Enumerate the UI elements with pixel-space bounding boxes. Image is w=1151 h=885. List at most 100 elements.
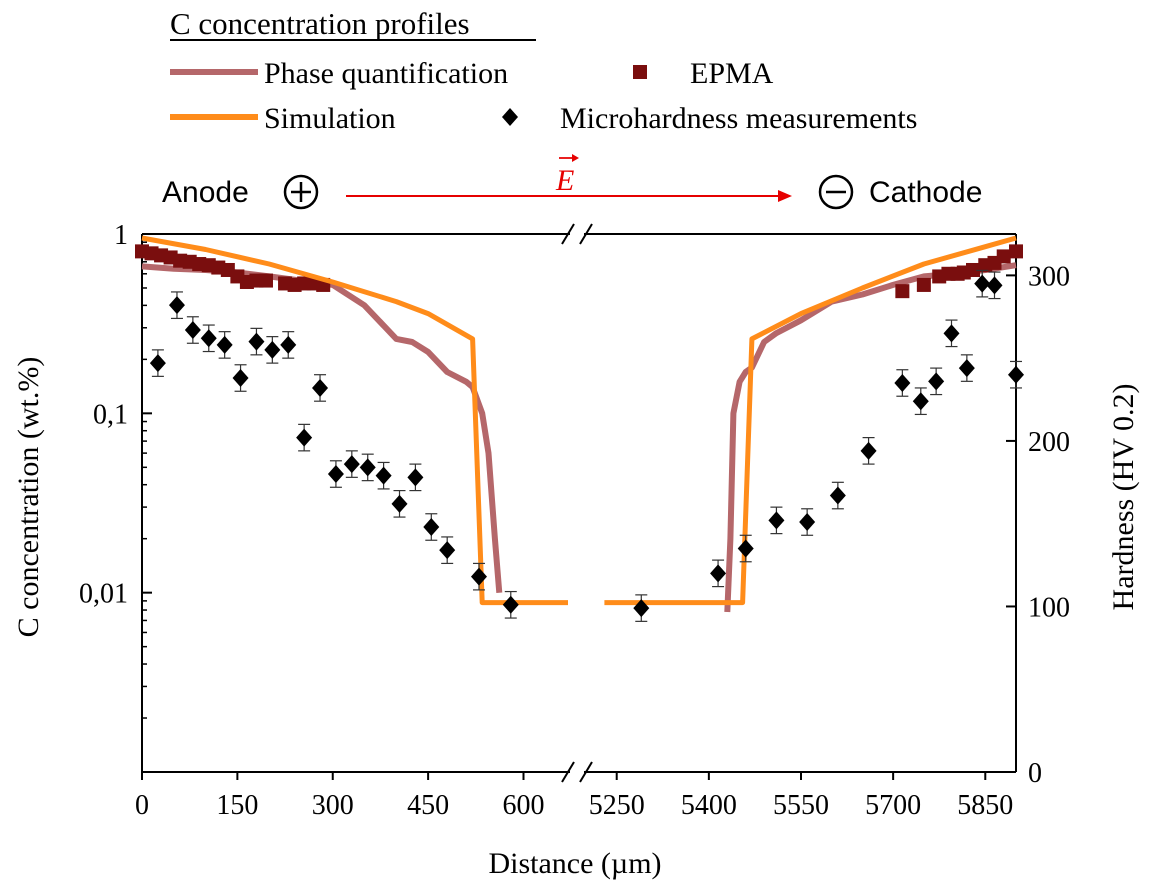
x-tick-label: 5550 xyxy=(773,790,829,821)
microhardness-point xyxy=(248,327,265,356)
microhardness-point xyxy=(1008,360,1024,389)
microhardness-diamond xyxy=(264,340,281,359)
microhardness-point xyxy=(439,536,456,565)
microhardness-diamond xyxy=(149,354,166,373)
x-tick-label: 150 xyxy=(216,790,258,821)
microhardness-point xyxy=(974,269,991,298)
simulation-line xyxy=(604,235,1017,606)
microhardness-point xyxy=(264,336,281,364)
microhardness-point xyxy=(280,331,297,359)
microhardness-point xyxy=(986,271,1003,300)
microhardness-diamond xyxy=(470,567,487,586)
microhardness-diamond xyxy=(391,494,408,513)
microhardness-point xyxy=(375,461,392,490)
microhardness-diamond xyxy=(312,378,329,397)
microhardness-point xyxy=(407,463,424,492)
legend-item: Microhardness measurements xyxy=(502,102,917,135)
microhardness-diamond xyxy=(232,369,249,388)
epma-point xyxy=(258,273,273,288)
microhardness-diamond xyxy=(248,332,265,351)
anode-label: Anode xyxy=(162,176,249,209)
x-tick-label: 300 xyxy=(312,790,354,821)
microhardness-point xyxy=(912,387,929,416)
y-right-tick-label: 100 xyxy=(1028,592,1070,623)
axis-break-mark xyxy=(561,223,575,245)
y-left-tick-label: 0,1 xyxy=(93,399,128,430)
axis-break-mark xyxy=(579,223,593,245)
microhardness-diamond xyxy=(184,321,201,340)
microhardness-point xyxy=(894,369,911,397)
microhardness-diamond xyxy=(737,539,754,558)
microhardness-point xyxy=(633,594,650,622)
legend-swatch xyxy=(633,65,647,79)
microhardness-diamond xyxy=(829,486,846,505)
field-vector-arrow xyxy=(559,154,579,162)
axis-break-mark xyxy=(561,761,575,783)
microhardness-diamond xyxy=(710,564,727,583)
microhardness-point xyxy=(943,319,960,348)
microhardness-point xyxy=(928,367,945,396)
x-tick-label: 5850 xyxy=(957,790,1013,821)
legend-label: Microhardness measurements xyxy=(560,102,917,135)
epma-point xyxy=(966,262,980,277)
microhardness-point xyxy=(860,437,877,465)
microhardness-diamond xyxy=(343,455,360,474)
microhardness-diamond xyxy=(200,329,217,348)
legend-swatch xyxy=(502,108,518,126)
microhardness-point xyxy=(232,364,249,392)
x-axis-label: Distance (µm) xyxy=(488,847,661,880)
legend-label: EPMA xyxy=(690,57,774,90)
plus-icon xyxy=(283,174,319,210)
microhardness-point xyxy=(391,489,408,518)
y-axis-left-label: C concentration (wt.%) xyxy=(12,357,45,638)
microhardness-diamond xyxy=(958,359,975,378)
microhardness-point xyxy=(312,374,329,402)
microhardness-point xyxy=(799,508,816,536)
microhardness-diamond xyxy=(439,541,456,560)
x-tick-label: 600 xyxy=(502,790,544,821)
field-arrow xyxy=(346,190,792,202)
y-right-tick-label: 300 xyxy=(1028,261,1070,292)
microhardness-point xyxy=(200,324,217,353)
microhardness-diamond xyxy=(894,373,911,392)
legend: Phase quantification EPMA Simulation Microh… xyxy=(170,57,917,135)
microhardness-diamond xyxy=(168,296,185,315)
microhardness-point xyxy=(343,450,360,478)
minus-icon xyxy=(818,174,854,210)
microhardness-point xyxy=(768,506,785,535)
microhardness-diamond xyxy=(860,441,877,460)
field-label: E xyxy=(555,164,574,197)
plot-area: 0 150 300 450 600 5250 5400 5550 5700 5850 1 0,1 0,0… xyxy=(79,220,1070,821)
microhardness-point xyxy=(359,453,376,482)
x-tick-label: 0 xyxy=(135,790,149,821)
microhardness-point xyxy=(470,562,487,591)
microhardness-diamond xyxy=(974,274,991,293)
microhardness-point xyxy=(168,291,185,320)
microhardness-point xyxy=(737,534,754,563)
cathode-label: Cathode xyxy=(869,176,982,209)
x-tick-label: 5700 xyxy=(865,790,921,821)
x-tick-label: 450 xyxy=(407,790,449,821)
legend-item: Phase quantification xyxy=(170,57,508,90)
legend-label: Simulation xyxy=(264,102,396,135)
microhardness-diamond xyxy=(423,518,440,537)
x-tick-label: 5250 xyxy=(589,790,645,821)
microhardness-diamond xyxy=(502,595,519,614)
microhardness-diamond xyxy=(359,458,376,477)
microhardness-diamond xyxy=(216,335,233,354)
epma-point xyxy=(916,277,931,292)
axis-break-mark xyxy=(579,761,593,783)
microhardness-diamond xyxy=(912,392,929,411)
x-tick-label: 5400 xyxy=(681,790,737,821)
microhardness-diamond xyxy=(986,276,1003,295)
legend-item: Simulation xyxy=(170,102,396,135)
microhardness-point xyxy=(216,331,233,359)
microhardness-diamond xyxy=(633,599,650,618)
y-right-tick-label: 0 xyxy=(1028,758,1042,789)
legend-label: Phase quantification xyxy=(264,57,508,90)
y-left-tick-label: 0,01 xyxy=(79,579,128,610)
epma-point xyxy=(996,249,1011,264)
y-right-tick-label: 200 xyxy=(1028,427,1070,458)
microhardness-diamond xyxy=(943,324,960,343)
